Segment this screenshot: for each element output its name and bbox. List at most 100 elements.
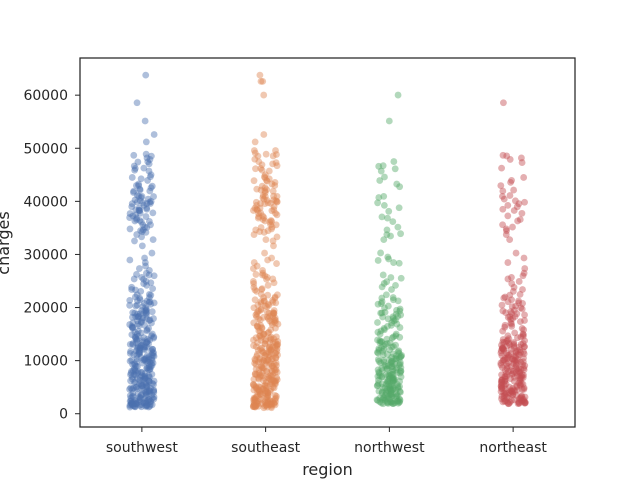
data-point xyxy=(508,303,516,310)
data-point xyxy=(272,147,279,154)
data-point xyxy=(255,374,263,382)
data-point xyxy=(267,217,275,224)
data-point xyxy=(382,291,390,299)
data-point xyxy=(268,362,276,370)
data-point xyxy=(250,177,258,185)
data-point xyxy=(265,348,273,356)
data-point xyxy=(498,301,506,309)
data-point xyxy=(396,354,403,362)
data-point xyxy=(249,265,257,272)
data-point xyxy=(142,399,150,407)
data-point xyxy=(257,209,265,217)
data-point xyxy=(255,369,263,377)
data-point xyxy=(380,345,388,353)
data-point xyxy=(504,275,512,283)
data-point xyxy=(376,339,384,346)
data-point xyxy=(137,318,145,325)
data-point xyxy=(254,206,261,214)
y-tick-label: 0 xyxy=(59,407,68,423)
data-point xyxy=(501,388,509,396)
data-point xyxy=(264,227,272,235)
data-point xyxy=(137,368,145,376)
data-point xyxy=(521,198,528,206)
data-point xyxy=(257,305,265,313)
data-point xyxy=(384,253,392,261)
data-point xyxy=(257,345,264,353)
plot-frame xyxy=(79,57,576,428)
data-point xyxy=(382,380,390,388)
data-point xyxy=(251,370,259,378)
data-point xyxy=(516,369,523,377)
data-point xyxy=(270,400,278,408)
data-point xyxy=(128,203,136,211)
data-point xyxy=(134,368,142,376)
data-point xyxy=(394,383,402,391)
data-point xyxy=(386,370,394,378)
data-point xyxy=(272,394,280,402)
data-point xyxy=(387,387,395,394)
data-point xyxy=(266,401,273,408)
data-point xyxy=(138,369,146,377)
data-point xyxy=(257,186,265,194)
data-point xyxy=(142,379,150,387)
data-point xyxy=(500,356,508,364)
data-point xyxy=(143,269,150,277)
data-point xyxy=(142,390,150,398)
data-point xyxy=(146,365,154,373)
data-point xyxy=(128,367,136,375)
data-point xyxy=(137,319,145,326)
data-point xyxy=(394,381,401,388)
data-point xyxy=(509,391,517,399)
data-point xyxy=(381,173,388,181)
data-point xyxy=(150,131,158,138)
data-point xyxy=(381,326,388,334)
data-point xyxy=(150,353,158,360)
data-point xyxy=(136,209,144,217)
data-point xyxy=(267,346,275,354)
data-point xyxy=(266,334,274,342)
data-point xyxy=(148,182,156,190)
data-point xyxy=(272,354,280,362)
data-point xyxy=(382,371,390,379)
data-point xyxy=(132,399,140,407)
data-point xyxy=(262,401,270,409)
data-point xyxy=(393,390,400,398)
data-point xyxy=(507,350,515,357)
data-point xyxy=(518,159,526,166)
data-point xyxy=(377,167,385,175)
data-point xyxy=(148,332,155,340)
data-point xyxy=(144,158,152,166)
data-point xyxy=(521,393,529,401)
data-point xyxy=(138,385,146,393)
data-point xyxy=(381,384,389,392)
data-point xyxy=(270,365,278,372)
data-point xyxy=(392,341,399,349)
data-point xyxy=(131,166,139,174)
data-point xyxy=(132,362,140,370)
data-point xyxy=(521,398,529,406)
data-point xyxy=(128,401,136,408)
data-point xyxy=(145,353,153,361)
data-point xyxy=(261,184,269,192)
data-point xyxy=(387,389,395,397)
data-point xyxy=(517,374,525,382)
data-point xyxy=(142,401,150,409)
data-point xyxy=(388,363,395,371)
data-point xyxy=(264,199,272,207)
data-point xyxy=(395,204,403,212)
data-point xyxy=(383,226,391,234)
data-point xyxy=(512,363,520,371)
data-point xyxy=(393,306,400,314)
data-point xyxy=(270,307,278,314)
data-point xyxy=(390,400,397,408)
y-tick-label: 10000 xyxy=(23,354,68,370)
data-point xyxy=(250,231,258,238)
data-point xyxy=(131,217,139,225)
data-point xyxy=(389,218,397,225)
data-point xyxy=(500,392,508,400)
data-point xyxy=(253,313,260,321)
data-point xyxy=(498,385,505,393)
data-point xyxy=(132,384,140,391)
data-point xyxy=(266,372,273,380)
data-point xyxy=(136,348,143,356)
